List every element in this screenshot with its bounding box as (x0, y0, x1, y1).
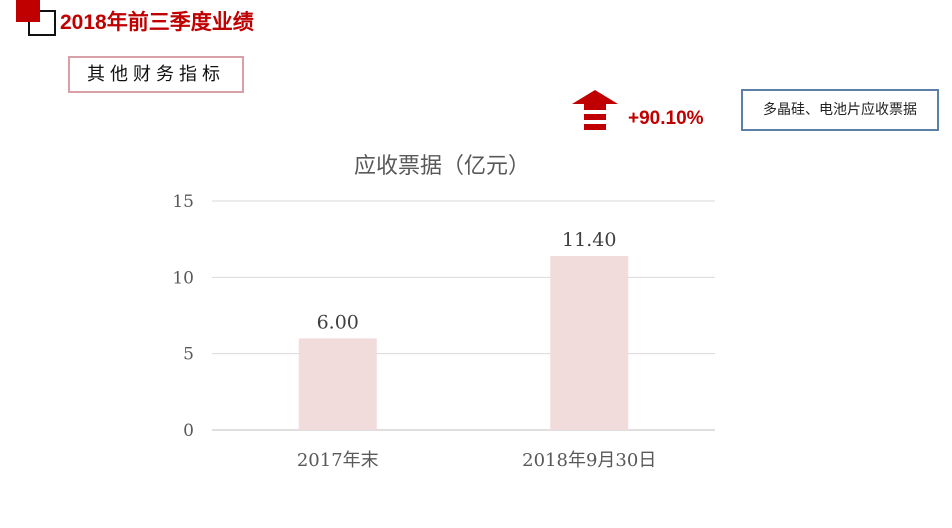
section-label: 其他财务指标 (68, 56, 244, 93)
page-title: 2018年前三季度业绩 (60, 11, 254, 34)
data-label: 11.40 (562, 229, 616, 251)
title-decoration-outline (28, 10, 56, 36)
note-box: 多晶硅、电池片应收票据 (741, 89, 939, 131)
y-tick-label: 0 (183, 421, 194, 441)
up-arrow-icon (572, 90, 618, 130)
x-tick-label: 2018年9月30日 (522, 450, 656, 471)
title-decoration-red-square (16, 0, 40, 22)
y-tick-label: 5 (183, 345, 194, 365)
data-label: 6.00 (317, 311, 359, 333)
bar (550, 255, 629, 430)
y-tick-label: 15 (172, 192, 194, 212)
bar (298, 338, 377, 430)
x-tick-label: 2017年末 (297, 450, 379, 471)
chart-title: 应收票据（亿元） (354, 154, 530, 179)
change-percentage: +90.10% (628, 108, 704, 129)
y-tick-label: 10 (172, 268, 194, 288)
